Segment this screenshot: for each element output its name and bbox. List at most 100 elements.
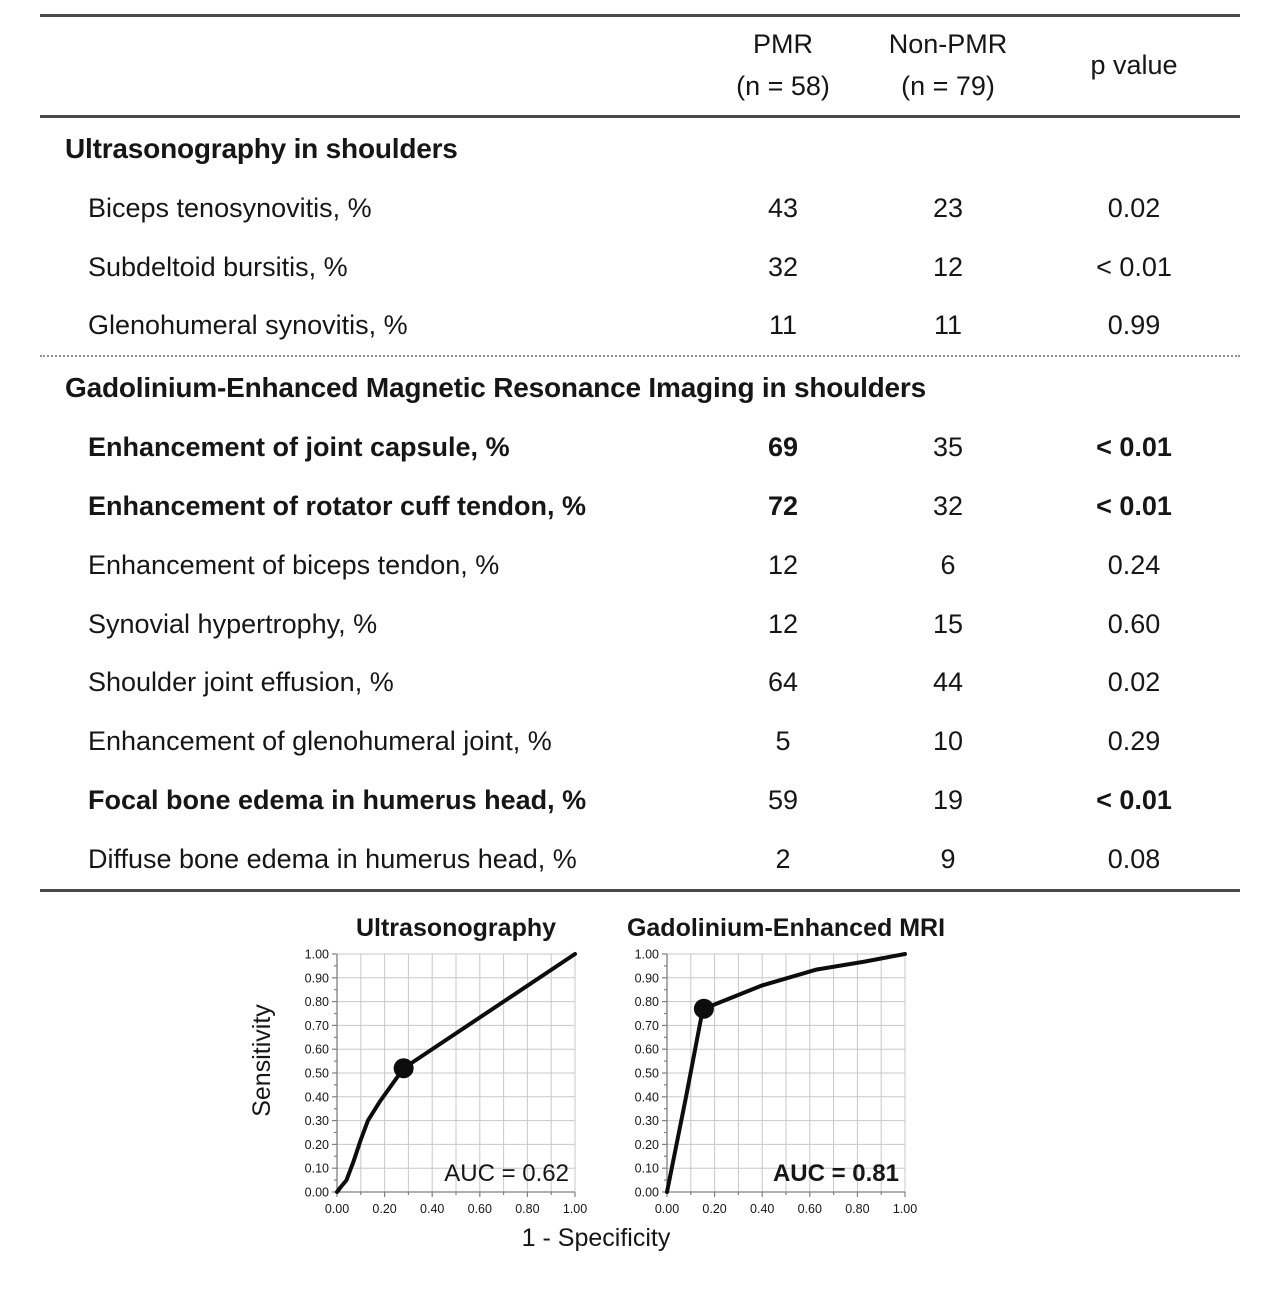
- non-pmr-value: 9: [940, 843, 956, 874]
- chart-title: Gadolinium-Enhanced MRI: [627, 914, 945, 942]
- table-row: Shoulder joint effusion, % 64 44 0.02: [40, 654, 1240, 713]
- roc-chart-gd-mri: 0.00 0.10 0.20 0.30 0.40 0.50 0.60 0.70 0.80 0.90…: [627, 914, 945, 1216]
- p-value: 0.60: [1107, 608, 1161, 639]
- roc-charts-figure: Sensitivity 0.00 0.10 0.20 0.30 0.40 0.50 0.60…: [0, 910, 1280, 1253]
- results-table: PMR (n = 58) Non-PMR (n = 79) p value Ul…: [40, 14, 1240, 892]
- section-header-row: Ultrasonography in shoulders: [40, 118, 1240, 179]
- non-pmr-value: 10: [932, 726, 964, 757]
- table-top-rule: [40, 14, 1240, 17]
- p-value: 0.02: [1107, 192, 1161, 223]
- pmr-value: 32: [767, 251, 799, 282]
- non-pmr-value: 11: [933, 310, 963, 341]
- table-header-row: PMR (n = 58) Non-PMR (n = 79) p value: [40, 17, 1240, 115]
- non-pmr-value: 35: [932, 432, 964, 463]
- roc-curve: [665, 951, 907, 1194]
- section-header-row: Gadolinium-Enhanced Magnetic Resonance I…: [40, 357, 1240, 418]
- y-tick-label: 0.50: [305, 1066, 329, 1080]
- table-header-rule: [40, 115, 1240, 118]
- row-label: Enhancement of joint capsule, %: [88, 432, 510, 463]
- roc-charts-row: Sensitivity 0.00 0.10 0.20 0.30 0.40 0.50 0.60…: [0, 910, 1280, 1216]
- y-tick-label: 1.00: [305, 947, 329, 961]
- y-tick-label: 0.10: [305, 1161, 329, 1175]
- p-value: 0.24: [1107, 549, 1161, 580]
- row-label: Subdeltoid bursitis, %: [88, 251, 348, 282]
- table-row: Enhancement of joint capsule, % 69 35 < 0.0…: [40, 418, 1240, 477]
- non-pmr-value: 6: [940, 549, 956, 580]
- non-pmr-value: 23: [932, 192, 964, 223]
- table-row: Glenohumeral synovitis, % 11 11 0.99: [40, 297, 1240, 356]
- x-tick-label: 0.20: [372, 1202, 396, 1216]
- cutoff-marker: [693, 998, 714, 1019]
- auc-label: AUC = 0.81: [773, 1160, 899, 1187]
- header-pmr: PMR (n = 58): [736, 29, 830, 101]
- non-pmr-value: 44: [932, 667, 964, 698]
- pmr-value: 12: [767, 608, 799, 639]
- x-tick-label: 1.00: [563, 1202, 587, 1216]
- section-title: Ultrasonography in shoulders: [65, 132, 458, 164]
- y-tick-label: 0.60: [305, 1042, 329, 1056]
- table-row: Enhancement of glenohumeral joint, % 5 10 0…: [40, 712, 1240, 771]
- header-p-value: p value: [1090, 50, 1178, 81]
- table-row: Diffuse bone edema in humerus head, % 2 9 0…: [40, 830, 1240, 889]
- chart-ticks: 0.00 0.10 0.20 0.30 0.40 0.50 0.60 0.70 0.80 0.90…: [635, 947, 918, 1216]
- row-label: Enhancement of rotator cuff tendon, %: [88, 491, 587, 522]
- table-row: Enhancement of rotator cuff tendon, % 72 3…: [40, 477, 1240, 536]
- y-tick-label: 0.00: [305, 1185, 329, 1199]
- row-label: Biceps tenosynovitis, %: [88, 192, 372, 223]
- table-row: Synovial hypertrophy, % 12 15 0.60: [40, 595, 1240, 654]
- x-tick-label: 0.40: [420, 1202, 444, 1216]
- chart-title: Ultrasonography: [356, 914, 556, 942]
- y-tick-label: 0.90: [305, 971, 329, 985]
- row-label: Diffuse bone edema in humerus head, %: [88, 843, 577, 874]
- p-value: < 0.01: [1096, 432, 1172, 463]
- pmr-value: 2: [775, 843, 791, 874]
- p-value: 0.99: [1107, 310, 1161, 341]
- non-pmr-value: 12: [932, 251, 964, 282]
- x-tick-label: 0.60: [798, 1202, 822, 1216]
- pmr-value: 43: [767, 192, 799, 223]
- chart-grid: [336, 953, 576, 1193]
- p-value: 0.08: [1107, 843, 1161, 874]
- y-tick-label: 0.80: [305, 995, 329, 1009]
- y-tick-label: 0.40: [635, 1090, 659, 1104]
- pmr-value: 64: [767, 667, 799, 698]
- table-row: Biceps tenosynovitis, % 43 23 0.02: [40, 179, 1240, 238]
- y-tick-label: 0.80: [635, 995, 659, 1009]
- x-axis-label: 1 - Specificity: [521, 1223, 671, 1252]
- x-tick-label: 1.00: [893, 1202, 917, 1216]
- y-tick-label: 0.00: [635, 1185, 659, 1199]
- pmr-value: 11: [768, 310, 798, 341]
- row-label: Enhancement of glenohumeral joint, %: [88, 726, 552, 757]
- y-tick-label: 0.60: [635, 1042, 659, 1056]
- table-row: Subdeltoid bursitis, % 32 12 < 0.01: [40, 238, 1240, 297]
- table-body: Ultrasonography in shoulders Biceps tenos…: [40, 118, 1240, 889]
- y-tick-label: 0.20: [635, 1138, 659, 1152]
- p-value: 0.02: [1107, 667, 1161, 698]
- x-tick-label: 0.40: [750, 1202, 774, 1216]
- cutoff-marker: [393, 1058, 414, 1079]
- y-tick-label: 1.00: [635, 947, 659, 961]
- section-divider-dotted: [40, 355, 1240, 358]
- pmr-value: 69: [767, 432, 799, 463]
- y-tick-label: 0.40: [305, 1090, 329, 1104]
- row-label: Glenohumeral synovitis, %: [88, 310, 408, 341]
- pmr-value: 59: [767, 785, 799, 816]
- y-tick-label: 0.70: [635, 1019, 659, 1033]
- section-title: Gadolinium-Enhanced Magnetic Resonance I…: [65, 371, 926, 403]
- y-tick-label: 0.50: [635, 1066, 659, 1080]
- x-tick-label: 0.00: [655, 1202, 679, 1216]
- pmr-value: 5: [775, 726, 791, 757]
- row-label: Synovial hypertrophy, %: [88, 608, 378, 639]
- y-tick-label: 0.10: [635, 1161, 659, 1175]
- x-tick-label: 0.60: [468, 1202, 492, 1216]
- row-label: Focal bone edema in humerus head, %: [88, 785, 587, 816]
- pmr-value: 72: [767, 491, 799, 522]
- row-label: Enhancement of biceps tendon, %: [88, 549, 500, 580]
- pmr-value: 12: [767, 549, 799, 580]
- table-row: Focal bone edema in humerus head, % 59 19 <…: [40, 771, 1240, 830]
- y-axis-label-wrap: Sensitivity: [243, 910, 281, 1212]
- auc-label: AUC = 0.62: [444, 1160, 569, 1187]
- x-tick-label: 0.20: [702, 1202, 726, 1216]
- row-label: Shoulder joint effusion, %: [88, 667, 394, 698]
- roc-curve: [335, 951, 577, 1194]
